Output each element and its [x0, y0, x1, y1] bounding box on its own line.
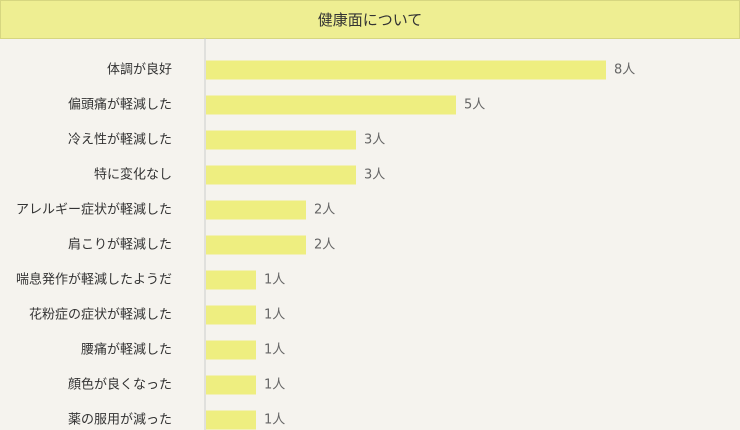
bar: [206, 235, 306, 255]
chart-title: 健康面について: [317, 11, 423, 29]
category-label: 腰痛が軽減した: [81, 342, 172, 358]
bar: [206, 95, 456, 115]
chart-title-bar: 健康面について: [0, 0, 740, 39]
bar: [206, 60, 606, 80]
value-label: 1人: [264, 273, 285, 288]
bar: [206, 375, 256, 395]
value-label: 8人: [614, 63, 635, 78]
category-label: 薬の服用が減った: [68, 412, 172, 428]
value-label: 1人: [264, 308, 285, 323]
category-label: 特に変化なし: [94, 167, 172, 183]
bar: [206, 200, 306, 220]
value-label: 1人: [264, 343, 285, 358]
category-label: 体調が良好: [107, 62, 172, 78]
value-label: 3人: [364, 168, 385, 183]
category-label: 顔色が良くなった: [68, 377, 172, 393]
value-label: 5人: [464, 98, 485, 113]
value-label: 3人: [364, 133, 385, 148]
value-label: 1人: [264, 378, 285, 393]
bar-chart: 体調が良好 8人 偏頭痛が軽減した 5人 冷え性が軽減した 3人 特に変化なし 3人 アレルギー…: [0, 38, 740, 430]
value-label: 2人: [314, 203, 335, 218]
bar: [206, 305, 256, 325]
category-label: 偏頭痛が軽減した: [68, 97, 172, 113]
category-label: 喘息発作が軽減したようだ: [16, 272, 172, 288]
value-label: 2人: [314, 238, 335, 253]
bar: [206, 410, 256, 430]
bar: [206, 165, 356, 185]
bar: [206, 130, 356, 150]
category-label: アレルギー症状が軽減した: [16, 202, 172, 218]
category-label: 冷え性が軽減した: [68, 132, 172, 148]
bar: [206, 270, 256, 290]
category-label: 肩こりが軽減した: [68, 237, 172, 253]
bar: [206, 340, 256, 360]
category-label: 花粉症の症状が軽減した: [29, 307, 172, 323]
value-label: 1人: [264, 413, 285, 428]
